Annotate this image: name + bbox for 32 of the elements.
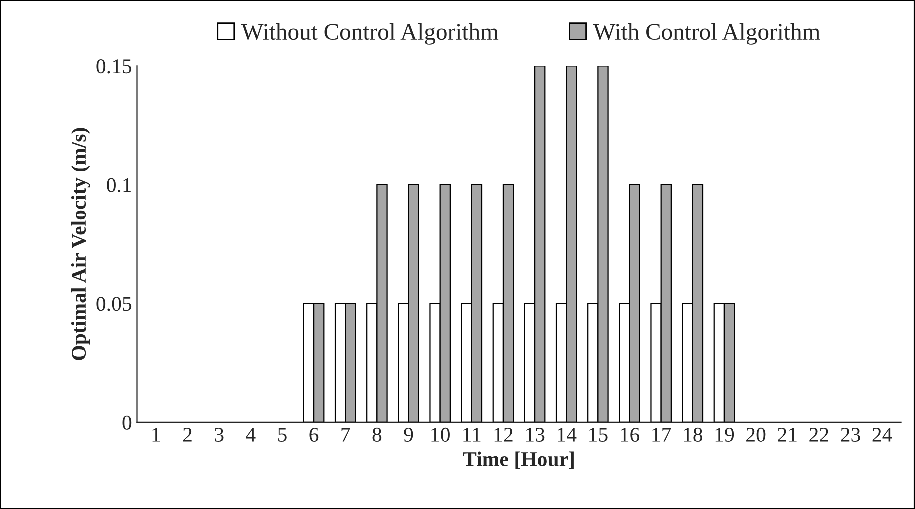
x-tick-label: 8 <box>372 428 382 442</box>
x-tick-label: 5 <box>278 428 287 442</box>
x-tick-label: 1 <box>152 428 160 442</box>
x-tick-label: 15 <box>590 428 608 442</box>
x-tick-label: 19 <box>716 428 734 442</box>
x-tick-label: 22 <box>810 428 828 442</box>
x-tick-label: 10 <box>432 428 450 442</box>
x-tick-label: 11 <box>464 428 481 442</box>
y-tick-label: 0.15 <box>96 60 132 74</box>
x-tick-label: 24 <box>872 428 892 442</box>
x-tick-label: 14 <box>558 428 577 442</box>
x-tick-label: 23 <box>841 428 860 442</box>
x-tick-label: 18 <box>684 428 703 442</box>
y-tick-label: 0.05 <box>96 297 132 312</box>
legend-label: With Control Algorithm <box>593 23 820 45</box>
x-tick-label: 3 <box>215 428 224 442</box>
y-tick-label: 0 <box>122 416 132 430</box>
legend-label: Without Control Algorithm <box>241 23 499 45</box>
x-tick-label: 16 <box>621 428 640 442</box>
x-axis-title: Time [Hour] <box>463 452 574 470</box>
x-tick-label: 20 <box>746 428 766 442</box>
x-tick-label: 12 <box>494 428 513 442</box>
x-tick-label: 6 <box>310 428 319 442</box>
x-tick-label: 2 <box>183 428 192 442</box>
x-tick-label: 13 <box>526 428 545 442</box>
x-tick-label: 21 <box>778 428 797 442</box>
y-axis-title: Optimal Air Velocity (m/s) <box>71 128 90 360</box>
x-tick-label: 17 <box>652 428 672 442</box>
x-tick-label: 4 <box>246 428 256 442</box>
x-tick-label: 7 <box>342 428 350 442</box>
x-tick-label: 9 <box>404 428 414 442</box>
y-tick-label: 0.1 <box>107 178 132 192</box>
